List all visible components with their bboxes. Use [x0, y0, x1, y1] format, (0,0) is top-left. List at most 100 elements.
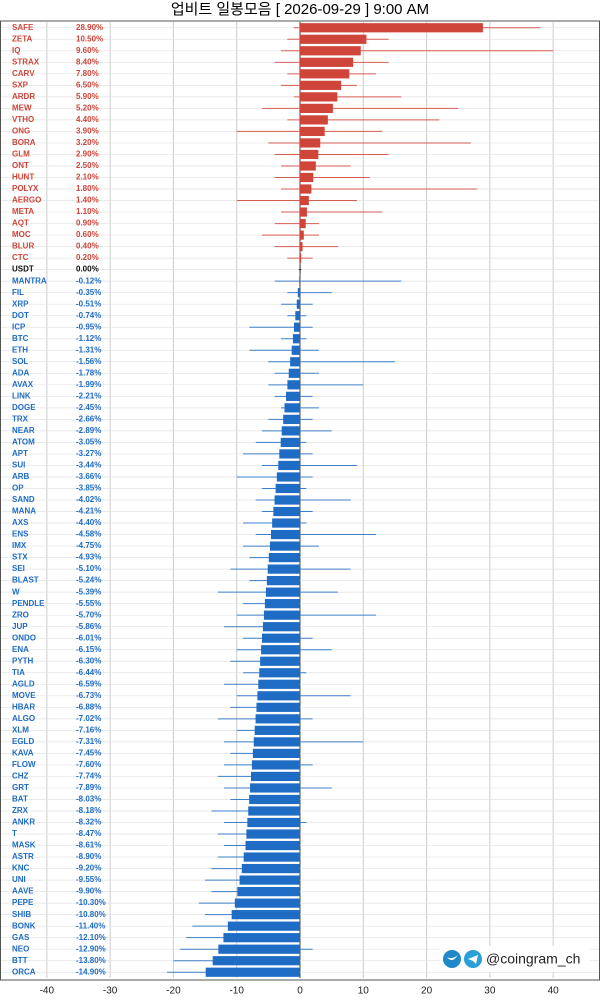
- value-label: -8.90%: [76, 852, 101, 861]
- value-label: -2.45%: [76, 403, 101, 412]
- bar: [234, 898, 300, 908]
- category-label: AQT: [12, 219, 29, 228]
- category-label: POLYX: [12, 184, 39, 193]
- category-label: EGLD: [12, 737, 34, 746]
- value-label: 5.20%: [76, 103, 99, 112]
- category-label: JUP: [12, 622, 28, 631]
- bar: [300, 80, 342, 90]
- value-label: -6.01%: [76, 633, 101, 642]
- category-label: AGLD: [12, 679, 35, 688]
- value-label: -1.99%: [76, 380, 101, 389]
- value-label: -6.30%: [76, 656, 101, 665]
- category-label: DOT: [12, 311, 29, 320]
- category-label: AVAX: [12, 380, 34, 389]
- category-label: BTT: [12, 956, 28, 965]
- value-label: -4.58%: [76, 530, 101, 539]
- bar: [300, 57, 354, 67]
- value-label: -5.10%: [76, 564, 101, 573]
- bar: [300, 103, 333, 113]
- value-label: 0.60%: [76, 230, 99, 239]
- x-tick-label: 40: [548, 986, 560, 997]
- bar: [281, 426, 300, 436]
- category-label: ONG: [12, 127, 30, 136]
- bar: [266, 576, 300, 586]
- value-label: -9.20%: [76, 864, 101, 873]
- category-label: BLAST: [12, 576, 39, 585]
- category-label: BONK: [12, 921, 36, 930]
- category-label: SAND: [12, 495, 35, 504]
- bar: [251, 771, 300, 782]
- bar: [299, 276, 300, 286]
- bar: [300, 23, 483, 33]
- x-tick-label: 20: [421, 986, 433, 997]
- category-label: BTC: [12, 334, 29, 343]
- bar: [287, 380, 300, 390]
- value-label: 3.20%: [76, 138, 99, 147]
- value-label: 2.90%: [76, 150, 99, 159]
- value-label: -1.78%: [76, 368, 101, 377]
- value-label: -9.55%: [76, 875, 101, 884]
- bar: [250, 783, 300, 793]
- x-tick-label: 0: [297, 986, 303, 997]
- bar: [300, 126, 325, 137]
- bar: [253, 737, 300, 747]
- bar: [291, 345, 300, 355]
- bar: [249, 794, 300, 805]
- category-label: GRT: [12, 783, 29, 792]
- value-label: -3.44%: [76, 461, 101, 470]
- category-label: CHZ: [12, 772, 29, 781]
- category-label: BAT: [12, 795, 28, 804]
- category-label: ORCA: [12, 967, 36, 976]
- x-tick-label: 30: [484, 986, 496, 997]
- x-tick-label: -40: [40, 986, 55, 997]
- value-label: 0.90%: [76, 219, 99, 228]
- bar: [300, 161, 316, 171]
- bar: [274, 495, 300, 505]
- category-label: ARB: [12, 472, 30, 481]
- bar: [300, 207, 307, 217]
- bar: [271, 529, 300, 540]
- value-label: -3.85%: [76, 484, 101, 493]
- bar: [300, 218, 306, 229]
- category-label: BLUR: [12, 242, 34, 251]
- bar: [246, 829, 300, 839]
- value-label: -0.51%: [76, 299, 101, 308]
- category-label: SEI: [12, 564, 25, 573]
- category-label: ASTR: [12, 852, 34, 861]
- bar: [297, 288, 300, 298]
- value-label: 1.80%: [76, 184, 99, 193]
- category-label: CTC: [12, 253, 29, 262]
- value-label: -8.32%: [76, 818, 101, 827]
- bar: [300, 253, 302, 263]
- category-label: HUNT: [12, 173, 34, 182]
- value-label: -4.93%: [76, 553, 101, 562]
- value-label: -8.61%: [76, 841, 101, 850]
- bar: [295, 311, 300, 321]
- value-label: -7.60%: [76, 760, 101, 769]
- x-tick-label: -10: [229, 986, 244, 997]
- category-label: CARV: [12, 69, 35, 78]
- category-label: KAVA: [12, 749, 34, 758]
- category-label: T: [12, 829, 17, 838]
- bar: [300, 230, 304, 240]
- value-label: 0.20%: [76, 253, 99, 262]
- value-label: -1.31%: [76, 345, 101, 354]
- bar: [290, 357, 300, 367]
- value-label: -5.39%: [76, 587, 101, 596]
- bar: [252, 748, 300, 759]
- bar: [300, 184, 312, 194]
- bar: [251, 760, 300, 770]
- bar: [227, 921, 300, 931]
- category-label: PYTH: [12, 656, 34, 665]
- value-label: -14.90%: [76, 967, 106, 976]
- value-label: 8.40%: [76, 57, 99, 66]
- value-label: 5.90%: [76, 92, 99, 101]
- bar: [256, 702, 300, 712]
- bar: [300, 46, 361, 56]
- bar: [261, 645, 300, 655]
- category-label: ADA: [12, 368, 30, 377]
- bar: [300, 115, 328, 125]
- value-label: -5.24%: [76, 576, 101, 585]
- bar: [296, 299, 300, 309]
- bar: [241, 863, 300, 874]
